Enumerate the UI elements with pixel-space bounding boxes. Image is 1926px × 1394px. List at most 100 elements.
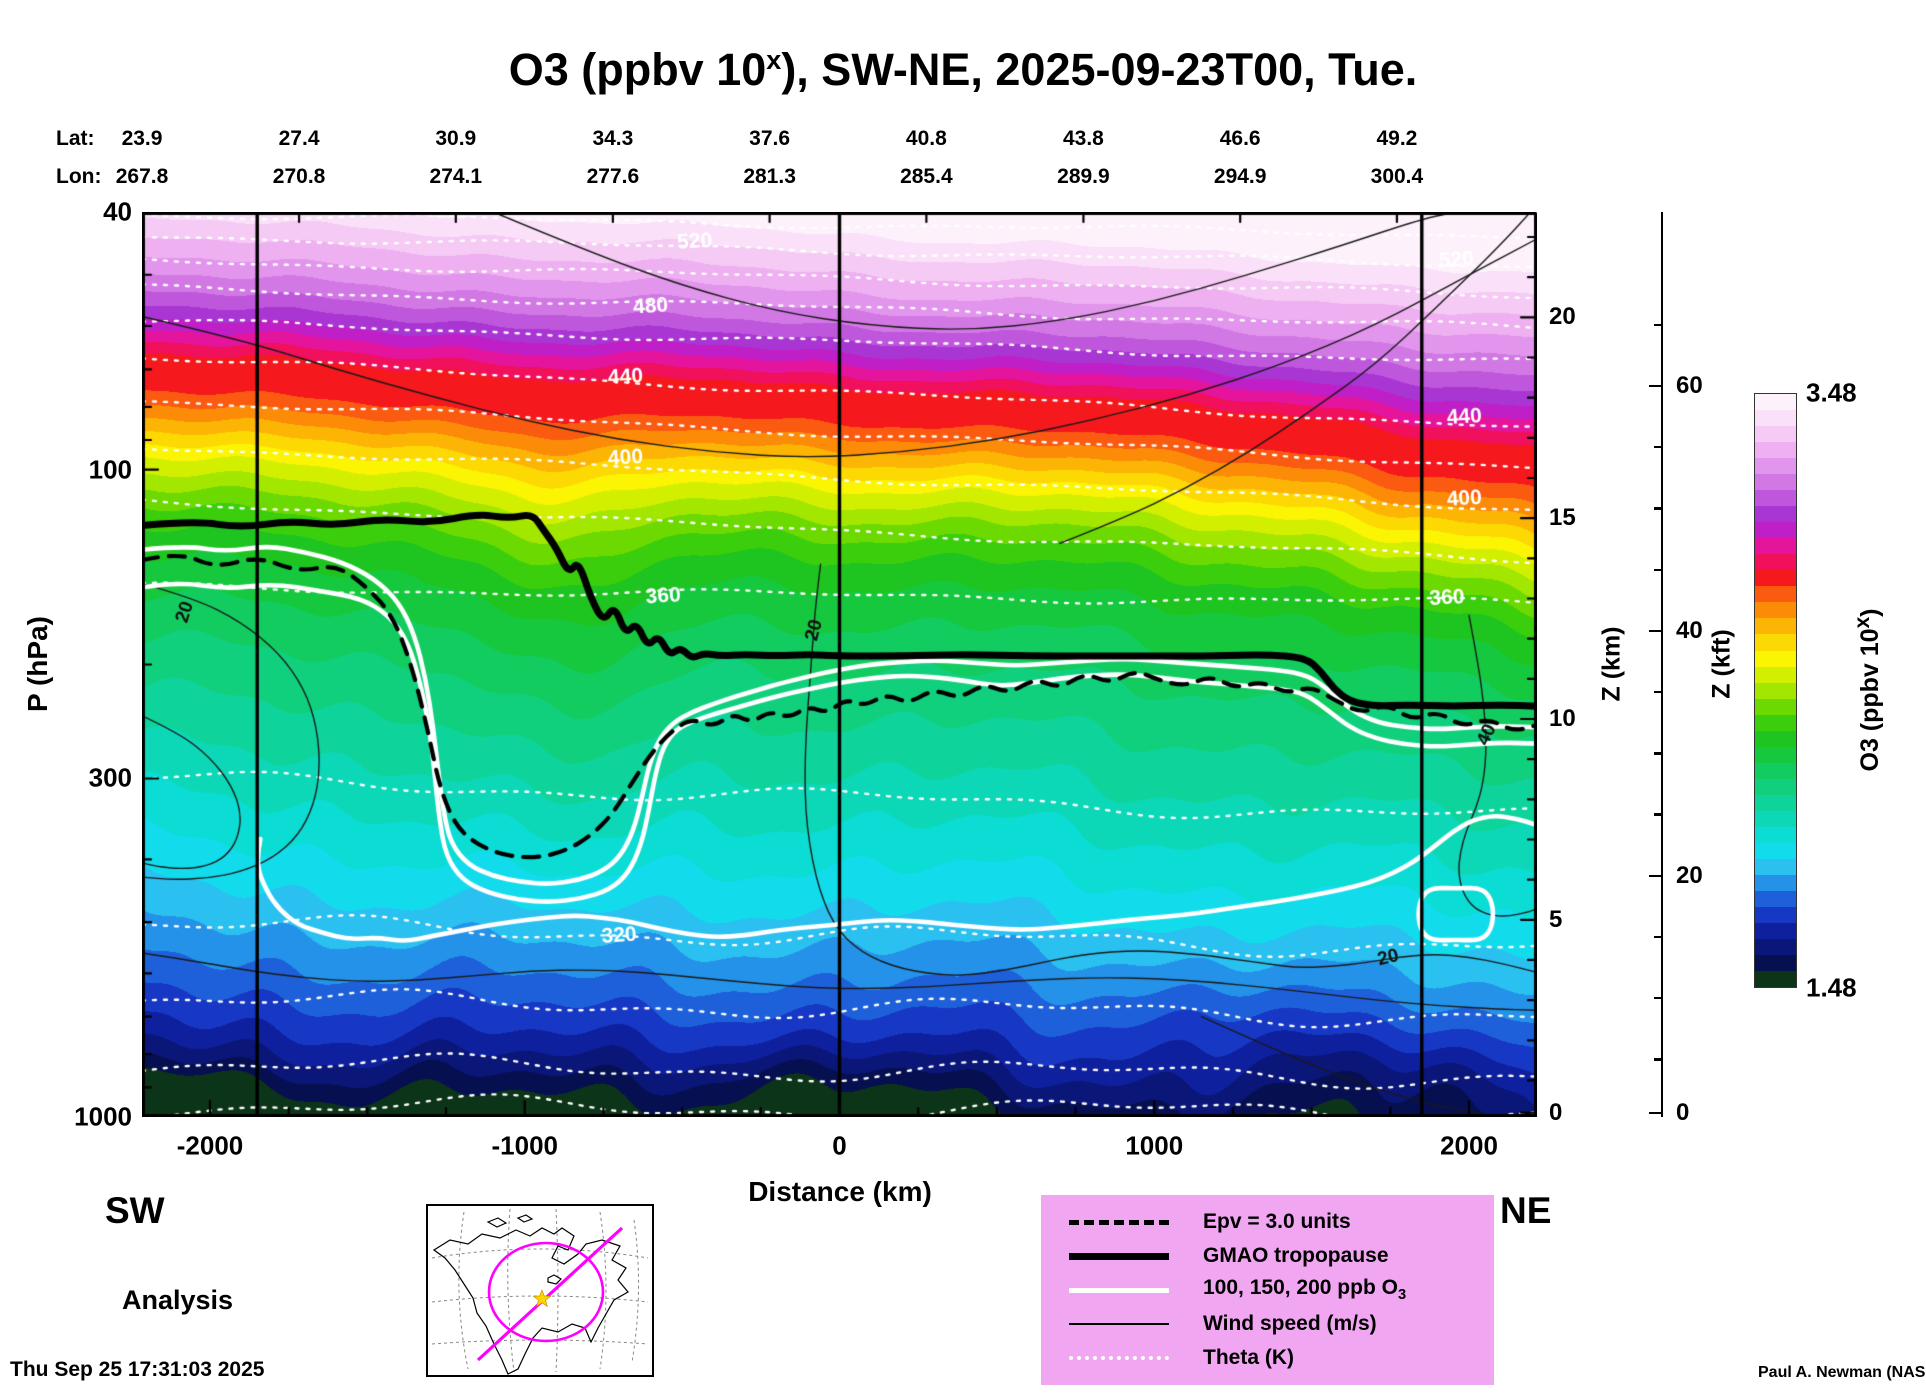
- p-tick-label: 40: [103, 196, 132, 227]
- plot-title-exponent: x: [766, 45, 782, 75]
- legend-line-sample-dashed-black: [1069, 1219, 1169, 1225]
- lat-value: 27.4: [278, 127, 320, 150]
- plot-title-text: O3 (ppbv 10: [508, 44, 767, 95]
- lon-value: 277.6: [586, 165, 640, 188]
- colorbar-cell: [1755, 554, 1796, 571]
- lat-value: 34.3: [592, 127, 634, 150]
- z-kft-tick-label: 40: [1676, 616, 1703, 644]
- z-kft-minor-tick: [1654, 323, 1661, 327]
- p-tick-label: 300: [88, 762, 132, 793]
- z-km-tick-label: 20: [1549, 303, 1576, 331]
- z-km-tick-label: 5: [1549, 905, 1563, 933]
- legend-row: Epv = 3.0 units: [1069, 1205, 1494, 1239]
- lat-value: 23.9: [121, 127, 163, 150]
- legend-box: Epv = 3.0 units GMAO tropopause 100, 150, …: [1041, 1195, 1494, 1385]
- z-km-tick-label: 15: [1549, 504, 1576, 532]
- colorbar-cell: [1755, 650, 1796, 667]
- lon-value: 274.1: [429, 165, 483, 188]
- colorbar-cell: [1755, 410, 1796, 427]
- colorbar-title: O3 (ppbv 10x): [1851, 608, 1885, 771]
- z-kft-minor-tick: [1654, 507, 1661, 510]
- lon-value: 270.8: [272, 165, 326, 188]
- legend-line-sample-solid-white: [1069, 1287, 1169, 1293]
- corner-label-ne: NE: [1500, 1190, 1552, 1231]
- legend-line-sample-solid-black-thin: [1069, 1323, 1169, 1325]
- analysis-label: Analysis: [122, 1285, 234, 1315]
- colorbar-cell: [1755, 634, 1796, 651]
- colorbar-cell: [1755, 602, 1796, 619]
- z-kft-tick-label: 20: [1676, 861, 1703, 889]
- z-kft-tick-label: 0: [1676, 1098, 1690, 1126]
- z-km-tick-label: 10: [1549, 704, 1576, 732]
- z-kft-tick: [1649, 629, 1661, 633]
- lat-value: 46.6: [1219, 127, 1261, 150]
- credit: Paul A. Newman (NASA: [1758, 1364, 1926, 1381]
- x-tick-label: 0: [832, 1130, 847, 1161]
- colorbar-cell: [1755, 730, 1796, 747]
- lon-value: 294.9: [1213, 165, 1267, 188]
- lat-axis-label: Lat:: [56, 127, 95, 150]
- z-kft-minor-tick: [1654, 752, 1661, 755]
- colorbar-cell: [1755, 842, 1796, 859]
- colorbar-cell: [1755, 666, 1796, 683]
- cross-section-range-circle: [487, 1241, 605, 1343]
- lon-value: 267.8: [115, 165, 169, 188]
- lat-value: 40.8: [905, 127, 947, 150]
- legend-row: Wind speed (m/s): [1069, 1307, 1494, 1341]
- lat-value: 30.9: [435, 127, 477, 150]
- lon-value: 281.3: [743, 165, 796, 188]
- map-inset-svg: [431, 1208, 649, 1375]
- x-tick-label: -2000: [176, 1130, 244, 1161]
- colorbar-cell: [1755, 907, 1796, 924]
- location-star-icon: [532, 1289, 552, 1308]
- z-kft-tick: [1649, 874, 1661, 877]
- colorbar-cell: [1755, 458, 1796, 475]
- colorbar-cell: [1755, 794, 1796, 811]
- z-kft-minor-tick: [1654, 1058, 1661, 1061]
- plot-title: O3 (ppbv 10x), SW-NE, 2025-09-23T00, Tue…: [0, 44, 1926, 96]
- legend-label: Theta (K): [1203, 1346, 1294, 1369]
- legend-row: Theta (K): [1069, 1341, 1494, 1375]
- colorbar-cell: [1755, 618, 1796, 635]
- z-km-axis-label: Z (km): [1597, 626, 1626, 702]
- colorbar-title-suffix: ): [1856, 608, 1885, 617]
- lon-value: 285.4: [900, 165, 953, 188]
- z-kft-minor-tick: [1654, 446, 1661, 449]
- colorbar-cell: [1755, 682, 1796, 699]
- legend-label: GMAO tropopause: [1203, 1244, 1389, 1267]
- colorbar-cell: [1755, 746, 1796, 763]
- colorbar-cell: [1755, 506, 1796, 523]
- z-kft-minor-tick: [1654, 997, 1661, 1000]
- colorbar-cell: [1755, 778, 1796, 795]
- colorbar: [1754, 393, 1797, 988]
- map-coastline: [432, 1214, 629, 1375]
- legend-line-sample-dotted-white: [1069, 1356, 1169, 1360]
- legend-label: Wind speed (m/s): [1203, 1312, 1377, 1335]
- colorbar-cell: [1755, 923, 1796, 940]
- pressure-axis-label: P (hPa): [22, 616, 53, 712]
- colorbar-cell: [1755, 874, 1796, 891]
- z-kft-axis-label: Z (kft): [1707, 629, 1736, 699]
- colorbar-cell: [1755, 698, 1796, 715]
- lat-value: 49.2: [1376, 127, 1418, 150]
- legend-row: 100, 150, 200 ppb O3: [1069, 1273, 1494, 1307]
- colorbar-cell: [1755, 826, 1796, 843]
- colorbar-cell: [1755, 394, 1796, 411]
- colorbar-cell: [1755, 426, 1796, 443]
- colorbar-title-text: O3 (ppbv 10: [1856, 628, 1885, 772]
- lon-axis-label: Lon:: [56, 165, 102, 188]
- p-tick-label: 100: [88, 454, 132, 485]
- colorbar-cell: [1755, 939, 1796, 956]
- x-tick-label: 1000: [1125, 1130, 1184, 1161]
- p-tick-label: 1000: [74, 1101, 132, 1132]
- distance-axis-label: Distance (km): [748, 1176, 932, 1207]
- colorbar-cell: [1755, 890, 1796, 907]
- colorbar-cell: [1755, 858, 1796, 875]
- colorbar-cell: [1755, 522, 1796, 539]
- colorbar-cell: [1755, 971, 1796, 988]
- z-kft-minor-tick: [1654, 568, 1661, 571]
- colorbar-cell: [1755, 538, 1796, 555]
- legend-row: GMAO tropopause: [1069, 1239, 1494, 1273]
- colorbar-cell: [1755, 762, 1796, 779]
